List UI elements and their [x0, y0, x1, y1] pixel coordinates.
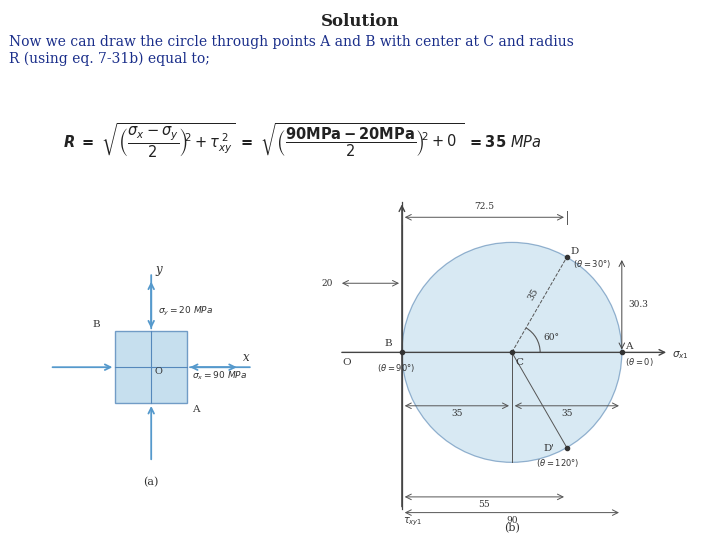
Text: Solution: Solution	[320, 14, 400, 30]
Text: $\sigma_y = 20\ MPa$: $\sigma_y = 20\ MPa$	[158, 305, 213, 318]
Text: D: D	[570, 247, 578, 256]
Text: B: B	[385, 339, 392, 348]
Text: A: A	[625, 342, 632, 351]
Text: 55: 55	[479, 500, 490, 509]
Text: $(\theta = 0)$: $(\theta = 0)$	[625, 356, 654, 368]
Text: $\tau_{xy1}$: $\tau_{xy1}$	[403, 516, 423, 528]
Text: 35: 35	[451, 409, 463, 418]
Text: 60°: 60°	[544, 333, 559, 342]
Text: 90: 90	[506, 516, 518, 525]
Text: (a): (a)	[143, 477, 159, 487]
Text: $\boldsymbol{R\ =\ \sqrt{\left(\dfrac{\sigma_x-\sigma_y}{2}\right)^{\!\!2}+\tau^: $\boldsymbol{R\ =\ \sqrt{\left(\dfrac{\s…	[63, 121, 541, 160]
Text: 35: 35	[561, 409, 572, 418]
Text: $(\theta = 120°)$: $(\theta = 120°)$	[536, 457, 579, 469]
Circle shape	[402, 242, 622, 462]
Text: A: A	[192, 404, 199, 414]
Text: 20: 20	[321, 279, 333, 288]
Text: $\sigma_{x1}$: $\sigma_{x1}$	[672, 349, 689, 361]
Text: y: y	[155, 262, 162, 275]
Text: O: O	[342, 358, 351, 367]
Text: 35: 35	[526, 286, 540, 302]
Text: $(\theta = 90°)$: $(\theta = 90°)$	[377, 362, 415, 374]
Text: D': D'	[544, 444, 554, 453]
Text: $\sigma_x = 90\ MPa$: $\sigma_x = 90\ MPa$	[192, 370, 247, 382]
Text: 72.5: 72.5	[474, 202, 495, 211]
Text: Now we can draw the circle through points A and B with center at C and radius
R : Now we can draw the circle through point…	[9, 35, 574, 66]
Text: $(\theta = 30°)$: $(\theta = 30°)$	[573, 258, 611, 269]
Bar	[115, 331, 187, 403]
Text: (b): (b)	[504, 523, 520, 534]
Text: x: x	[243, 351, 249, 364]
Text: 30.3: 30.3	[628, 300, 648, 309]
Text: O: O	[155, 367, 162, 376]
Text: C: C	[515, 358, 523, 367]
Text: B: B	[93, 320, 100, 329]
